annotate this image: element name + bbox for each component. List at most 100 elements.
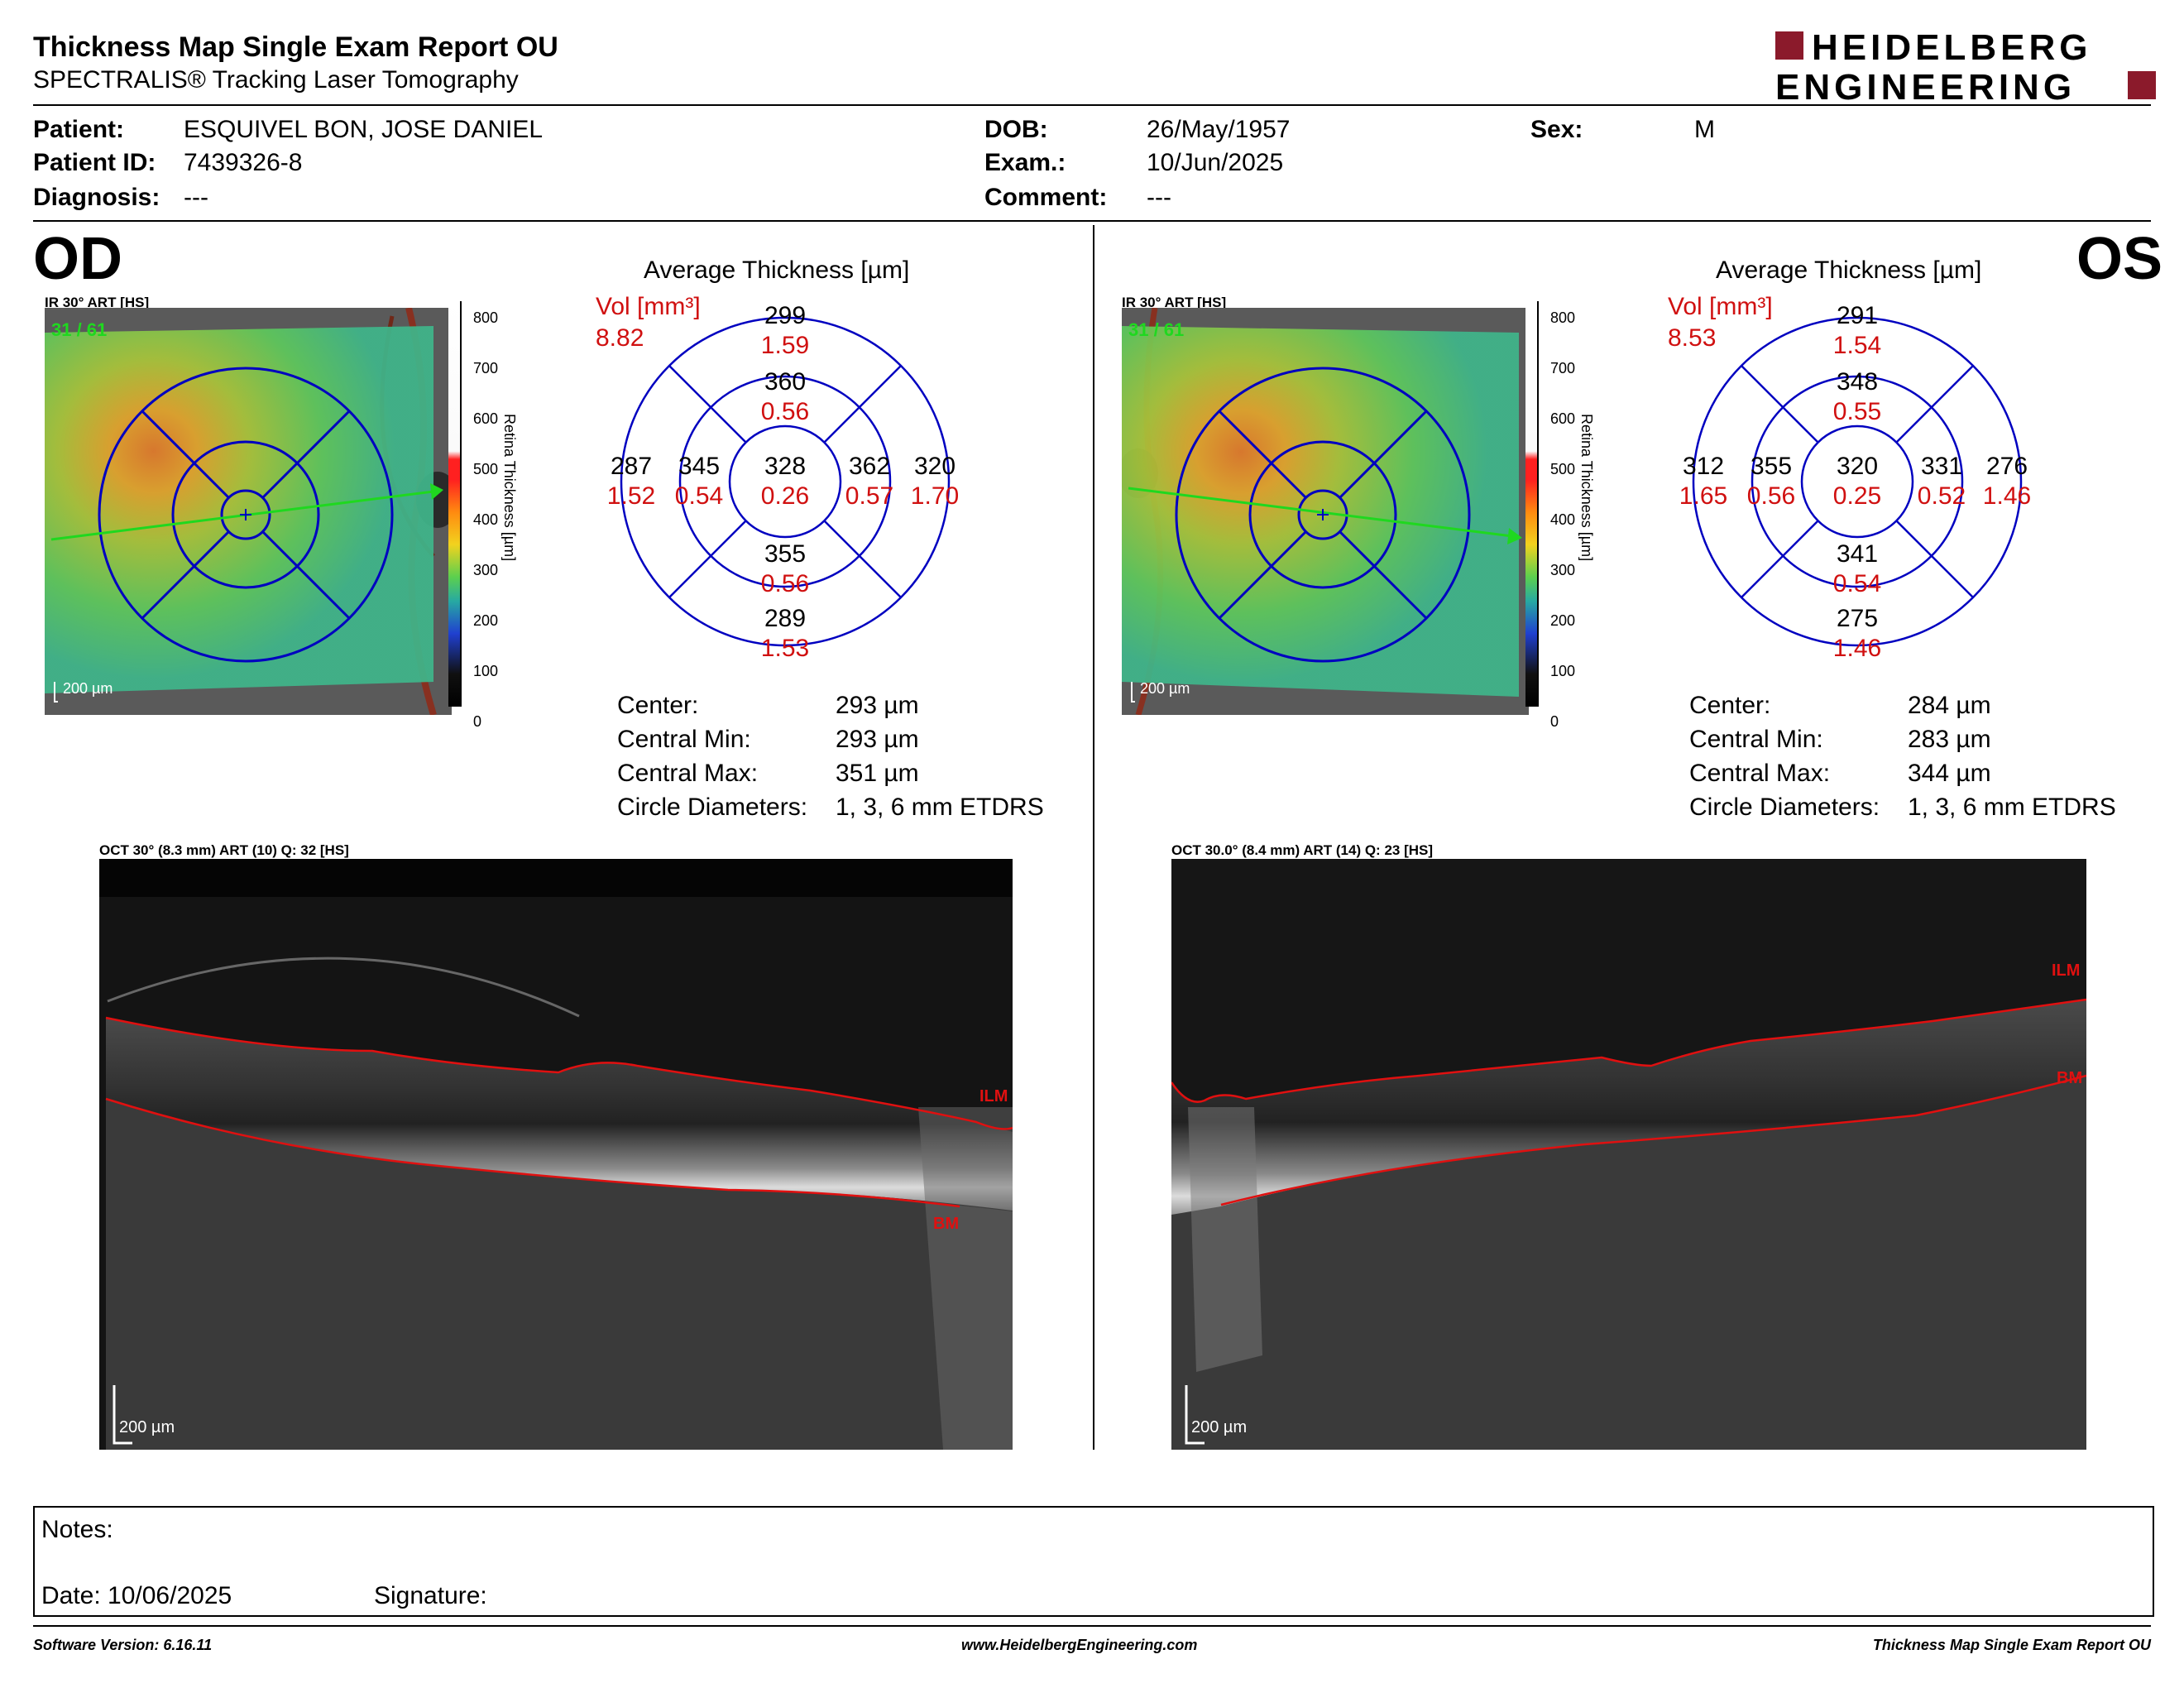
os-sector-outer-left: 312 1.65 xyxy=(1679,452,1728,511)
os-thickness: 312 xyxy=(1682,453,1725,480)
os-thickness: 276 xyxy=(1985,453,2028,480)
os-tick: 300 xyxy=(1550,562,1576,578)
report-title: Thickness Map Single Exam Report OU xyxy=(33,31,558,63)
od-sector-inner-bottom: 355 0.56 xyxy=(760,539,810,599)
heidelberg-logo: HEIDELBERG ENGINEERING xyxy=(1775,27,2156,108)
os-volume-value: 0.25 xyxy=(1832,482,1882,510)
od-volume-value: 1.53 xyxy=(760,635,810,662)
od-label: OD xyxy=(33,226,122,292)
os-tick: 0 xyxy=(1550,713,1559,730)
exam-value: 10/Jun/2025 xyxy=(1147,149,1284,176)
os-tick: 200 xyxy=(1550,612,1576,629)
sex-value: M xyxy=(1694,116,1715,143)
os-thickness: 320 xyxy=(1836,453,1879,480)
header-rule xyxy=(33,104,2151,106)
od-sector-outer-bottom: 289 1.53 xyxy=(760,604,810,664)
date-label: Date: 10/06/2025 xyxy=(41,1582,232,1609)
os-thickness: 355 xyxy=(1750,453,1793,480)
os-colorbar-ticks: 800 700 600 500 400 300 200 100 0 xyxy=(1550,293,1575,747)
os-thickness: 348 xyxy=(1836,368,1879,396)
od-tick: 700 xyxy=(473,360,499,376)
od-fundus-counter: 31 / 61 xyxy=(51,319,108,340)
od-tick: 0 xyxy=(473,713,482,730)
os-stat-value: 344 µm xyxy=(1908,760,1991,787)
od-tick: 800 xyxy=(473,309,499,326)
od-sector-center: 328 0.26 xyxy=(760,452,810,511)
os-colorbar: 800 700 600 500 400 300 200 100 0 xyxy=(1525,298,1578,730)
os-sector-inner-right: 331 0.52 xyxy=(1917,452,1966,511)
os-label: OS xyxy=(2076,226,2163,292)
os-oct-caption: OCT 30.0° (8.4 mm) ART (14) Q: 23 [HS] xyxy=(1171,842,1434,858)
report-subtitle: SPECTRALIS® Tracking Laser Tomography xyxy=(33,66,519,94)
od-stat-value: 351 µm xyxy=(836,760,919,787)
os-oct-image: ILM BM 200 µm xyxy=(1171,859,2086,1450)
od-volume-value: 0.56 xyxy=(760,570,810,597)
dob-value: 26/May/1957 xyxy=(1147,116,1291,143)
os-volume-value: 0.52 xyxy=(1917,482,1966,510)
diagnosis-value: --- xyxy=(184,184,208,211)
sex-label: Sex: xyxy=(1530,116,1583,143)
od-thickness: 320 xyxy=(913,453,956,480)
os-stat-label: Center: xyxy=(1689,692,1771,719)
od-thickness: 289 xyxy=(764,605,807,632)
od-stat-value: 1, 3, 6 mm ETDRS xyxy=(836,794,1044,821)
os-stat-value: 283 µm xyxy=(1908,726,1991,753)
od-tick: 200 xyxy=(473,612,499,629)
os-stat-value: 1, 3, 6 mm ETDRS xyxy=(1908,794,2116,821)
od-colorbar-gradient xyxy=(448,301,460,707)
od-thickness: 362 xyxy=(848,453,891,480)
info-rule xyxy=(33,220,2151,222)
patient-name: ESQUIVEL BON, JOSE DANIEL xyxy=(184,116,544,143)
os-colorbar-label: Retina Thickness [µm] xyxy=(1578,414,1595,562)
od-stats-labels: Center: Central Min: Central Max: Circle… xyxy=(617,688,807,824)
os-oct-scale: 200 µm xyxy=(1191,1418,1248,1436)
os-sector-inner-top: 348 0.55 xyxy=(1832,367,1882,427)
website-link[interactable]: www.HeidelbergEngineering.com xyxy=(961,1637,1198,1653)
od-fundus-image: 31 / 61 200 µm xyxy=(45,308,452,715)
od-stat-label: Central Max: xyxy=(617,760,759,787)
os-fundus-counter: 31 / 61 xyxy=(1128,319,1185,340)
os-thickness: 275 xyxy=(1836,605,1879,632)
comment-label: Comment: xyxy=(984,184,1108,211)
os-sector-center: 320 0.25 xyxy=(1832,452,1882,511)
os-sector-outer-bottom: 275 1.46 xyxy=(1832,604,1882,664)
os-stats-labels: Center: Central Min: Central Max: Circle… xyxy=(1689,688,1880,824)
od-volume-value: 1.52 xyxy=(606,482,656,510)
od-avg-title: Average Thickness [µm] xyxy=(644,257,910,284)
od-thickness: 345 xyxy=(678,453,721,480)
od-vol-label: Vol [mm³] xyxy=(596,293,701,320)
patient-id-label: Patient ID: xyxy=(33,149,156,176)
od-stat-value: 293 µm xyxy=(836,726,919,753)
os-sector-outer-top: 291 1.54 xyxy=(1832,301,1882,361)
notes-label: Notes: xyxy=(41,1516,113,1543)
os-avg-title: Average Thickness [µm] xyxy=(1716,257,1982,284)
signature-label: Signature: xyxy=(374,1582,487,1609)
os-volume-value: 1.46 xyxy=(1982,482,2032,510)
os-stats-values: 284 µm 283 µm 344 µm 1, 3, 6 mm ETDRS xyxy=(1908,688,2116,824)
od-volume-value: 1.70 xyxy=(910,482,960,510)
od-sector-inner-right: 362 0.57 xyxy=(845,452,894,511)
od-sector-outer-left: 287 1.52 xyxy=(606,452,656,511)
patient-label: Patient: xyxy=(33,116,125,143)
od-fundus-scale: 200 µm xyxy=(63,680,113,697)
os-stat-label: Circle Diameters: xyxy=(1689,794,1880,821)
os-thickness: 291 xyxy=(1836,302,1879,329)
os-volume-value: 1.54 xyxy=(1832,332,1882,359)
od-volume-value: 1.59 xyxy=(760,332,810,359)
os-tick: 700 xyxy=(1550,360,1576,376)
notes-box[interactable]: Notes: Date: 10/06/2025 Signature: xyxy=(33,1506,2154,1617)
os-tick: 600 xyxy=(1550,410,1576,427)
od-volume-value: 0.57 xyxy=(845,482,894,510)
od-fundus-caption: IR 30° ART [HS] xyxy=(45,295,150,310)
os-volume-value: 0.56 xyxy=(1746,482,1796,510)
od-colorbar: 800 700 600 500 400 300 200 100 0 xyxy=(448,298,501,730)
od-thickness: 360 xyxy=(764,368,807,396)
od-stat-value: 293 µm xyxy=(836,692,919,719)
od-bm-label: BM xyxy=(933,1215,960,1233)
od-sector-outer-top: 299 1.59 xyxy=(760,301,810,361)
od-thickness: 355 xyxy=(764,540,807,568)
os-volume-value: 0.55 xyxy=(1832,398,1882,425)
os-colorbar-gradient xyxy=(1525,301,1537,707)
os-tick: 800 xyxy=(1550,309,1576,326)
od-stats-values: 293 µm 293 µm 351 µm 1, 3, 6 mm ETDRS xyxy=(836,688,1044,824)
